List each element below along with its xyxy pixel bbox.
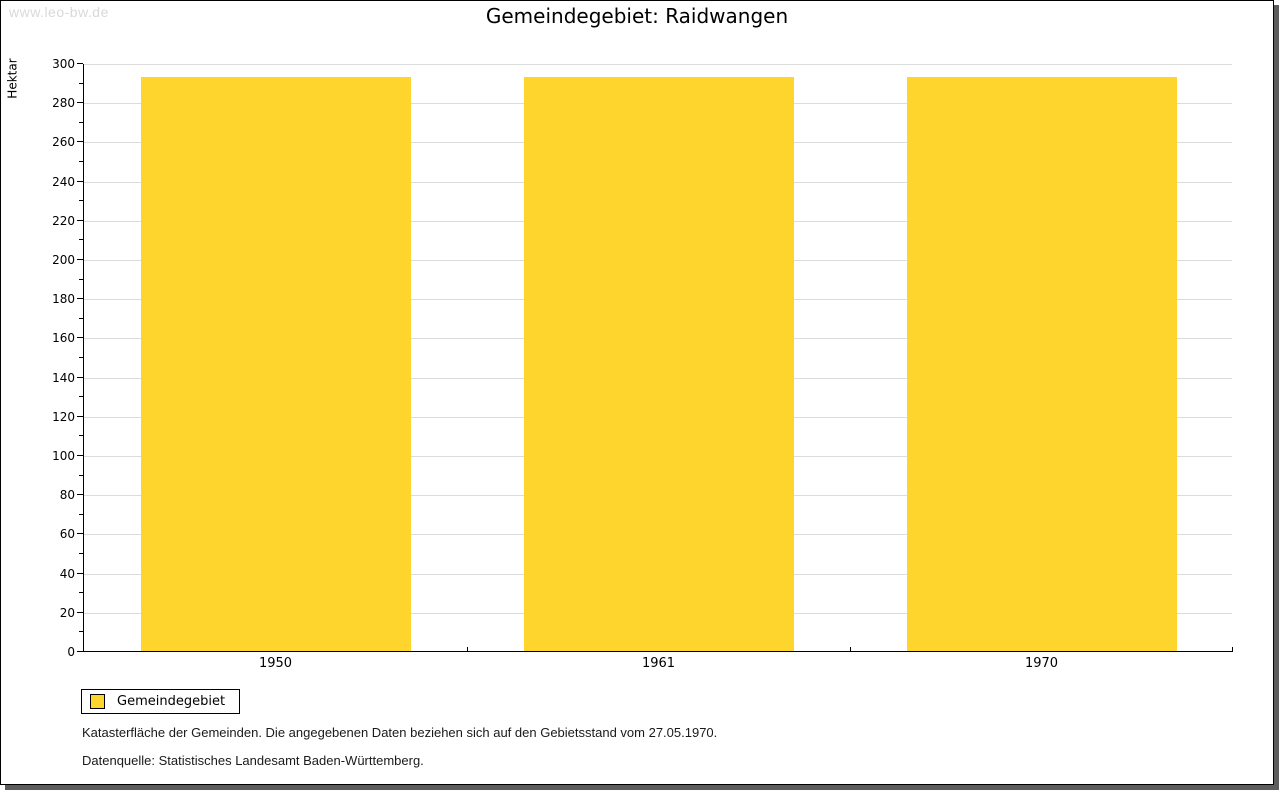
y-axis-tick bbox=[77, 337, 83, 339]
y-axis-tick bbox=[77, 533, 83, 535]
y-axis-tick bbox=[77, 259, 83, 260]
y-tick-label: 280 bbox=[52, 96, 75, 111]
y-tick-label: 160 bbox=[52, 331, 75, 346]
watermark-text: www.leo-bw.de bbox=[9, 4, 109, 20]
y-axis-tick bbox=[77, 455, 83, 456]
footnote-description: Katasterfläche der Gemeinden. Die angege… bbox=[82, 725, 718, 740]
y-axis-tick bbox=[77, 494, 83, 496]
plot-area: 0 20 40 60 80 100 120 140 160 180 200 220 240 260 280 3… bbox=[52, 57, 1233, 671]
y-axis-minor-tick bbox=[79, 239, 83, 241]
y-axis-tick bbox=[77, 376, 83, 378]
y-tick-label: 120 bbox=[52, 409, 75, 424]
legend-box: Gemeindegebiet bbox=[81, 689, 241, 714]
legend-color-swatch bbox=[90, 694, 105, 709]
y-axis-tick bbox=[77, 298, 83, 300]
y-axis-minor-tick bbox=[79, 592, 83, 594]
y-axis-tick bbox=[77, 415, 83, 417]
y-axis-minor-tick bbox=[79, 513, 83, 515]
y-tick-label: 80 bbox=[59, 488, 75, 503]
footnote-datasource: Datenquelle: Statistisches Landesamt Bad… bbox=[82, 753, 424, 768]
y-axis-minor-tick bbox=[79, 200, 83, 202]
y-tick-label: 260 bbox=[52, 135, 75, 150]
y-axis-minor-tick bbox=[79, 161, 83, 162]
x-tick-label: 1970 bbox=[1024, 656, 1059, 671]
y-axis-tick bbox=[77, 102, 83, 104]
y-axis-tick bbox=[77, 141, 83, 143]
y-axis-tick bbox=[77, 572, 83, 574]
y-tick-label: 40 bbox=[59, 566, 75, 581]
y-axis-tick bbox=[77, 651, 83, 652]
y-axis-minor-tick bbox=[79, 631, 83, 633]
x-axis-end-tick bbox=[1232, 647, 1233, 652]
bar-1950 bbox=[140, 76, 411, 651]
y-axis-minor-tick bbox=[79, 435, 83, 437]
x-tick-label: 1950 bbox=[258, 656, 293, 671]
chart-title: Gemeindegebiet: Raidwangen bbox=[485, 4, 789, 28]
legend-series-label: Gemeindegebiet bbox=[117, 694, 226, 709]
x-axis-tick bbox=[850, 647, 851, 652]
y-axis-tick bbox=[77, 611, 83, 613]
x-tick-label: 1961 bbox=[641, 656, 676, 671]
y-axis-minor-tick bbox=[79, 317, 83, 319]
x-axis-tick bbox=[467, 647, 468, 652]
y-axis-minor-tick bbox=[79, 121, 83, 123]
y-axis-title: Hektar bbox=[5, 58, 20, 99]
y-tick-label: 240 bbox=[52, 174, 75, 189]
bar-1970 bbox=[906, 76, 1177, 651]
y-axis-tick bbox=[77, 63, 83, 64]
y-axis-minor-tick bbox=[79, 474, 83, 476]
y-tick-label: 60 bbox=[59, 527, 75, 542]
y-axis-minor-tick bbox=[79, 357, 83, 358]
y-tick-label: 180 bbox=[52, 292, 75, 307]
y-tick-label: 20 bbox=[59, 605, 75, 620]
y-tick-label: 200 bbox=[52, 253, 75, 267]
y-axis-minor-tick bbox=[79, 278, 83, 280]
y-axis-minor-tick bbox=[79, 553, 83, 554]
y-axis-minor-tick bbox=[79, 396, 83, 398]
y-tick-label: 0 bbox=[67, 645, 75, 659]
y-axis-tick bbox=[77, 219, 83, 221]
y-tick-label: 300 bbox=[52, 57, 75, 71]
y-axis-minor-tick bbox=[79, 82, 83, 84]
y-tick-label: 220 bbox=[52, 213, 75, 228]
y-axis-tick bbox=[77, 180, 83, 182]
y-tick-label: 140 bbox=[52, 370, 75, 385]
y-tick-label: 100 bbox=[52, 449, 75, 463]
bar-1961 bbox=[523, 76, 794, 651]
gridline bbox=[84, 64, 1232, 65]
